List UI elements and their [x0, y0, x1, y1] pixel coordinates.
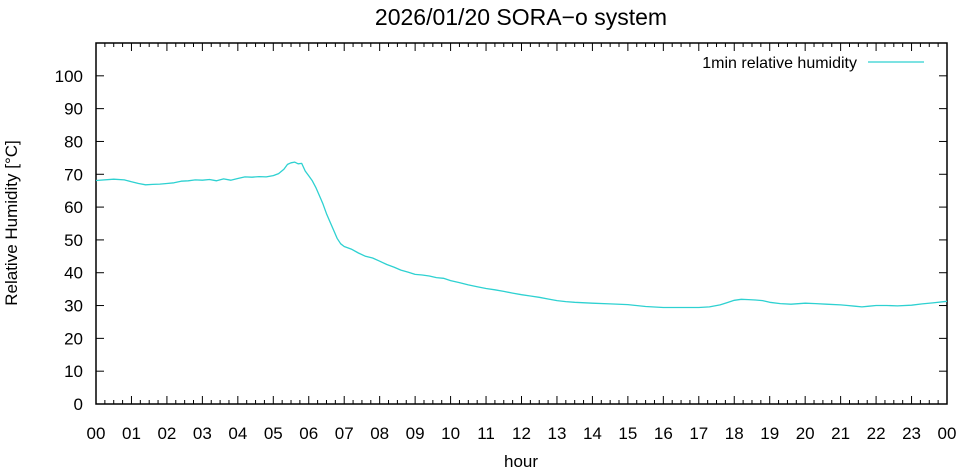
x-tick-label: 05	[264, 424, 283, 443]
axis-ticks	[95, 43, 948, 405]
x-tick-label: 17	[689, 424, 708, 443]
x-tick-label: 13	[547, 424, 566, 443]
x-tick-label: 15	[618, 424, 637, 443]
series-line-humidity	[95, 161, 948, 309]
x-tick-label: 16	[654, 424, 673, 443]
y-tick-label: 100	[55, 67, 83, 86]
x-tick-label: 04	[228, 424, 247, 443]
y-tick-labels: 0 10 20 30 40 50 60 70 80 90 100	[55, 67, 83, 414]
x-tick-label: 21	[831, 424, 850, 443]
y-tick-label: 20	[64, 329, 83, 348]
x-tick-label: 19	[760, 424, 779, 443]
x-tick-label: 10	[441, 424, 460, 443]
y-tick-label: 90	[64, 100, 83, 119]
x-tick-label: 06	[299, 424, 318, 443]
x-tick-label: 09	[406, 424, 425, 443]
y-tick-label: 80	[64, 132, 83, 151]
plot-frame	[95, 42, 948, 405]
x-tick-label: 12	[512, 424, 531, 443]
x-tick-label: 02	[157, 424, 176, 443]
y-axis-label: Relative Humidity [°C]	[2, 140, 21, 306]
x-tick-label: 14	[583, 424, 602, 443]
y-tick-label: 30	[64, 297, 83, 316]
x-axis-label: hour	[504, 452, 538, 471]
x-tick-label: 03	[193, 424, 212, 443]
x-tick-label: 23	[902, 424, 921, 443]
x-tick-label: 00	[87, 424, 106, 443]
y-tick-label: 50	[64, 231, 83, 250]
x-tick-label: 07	[335, 424, 354, 443]
x-tick-label: 20	[796, 424, 815, 443]
x-tick-label: 11	[477, 424, 495, 443]
y-tick-label: 60	[64, 198, 83, 217]
x-tick-label: 22	[867, 424, 886, 443]
x-tick-label: 00	[938, 424, 957, 443]
y-tick-label: 10	[64, 362, 83, 381]
y-tick-label: 40	[64, 264, 83, 283]
x-tick-label: 08	[370, 424, 389, 443]
x-tick-label: 18	[725, 424, 744, 443]
legend-label: 1min relative humidity	[702, 55, 857, 72]
x-tick-labels: 00 01 02 03 04 05 06 07 08 09 10 11 12 13 14 15 16 17 18 19…	[87, 424, 957, 443]
chart-title: 2026/01/20 SORA−o system	[375, 4, 667, 30]
y-tick-label: 0	[74, 395, 83, 414]
y-tick-label: 70	[64, 165, 83, 184]
x-tick-label: 01	[122, 424, 141, 443]
